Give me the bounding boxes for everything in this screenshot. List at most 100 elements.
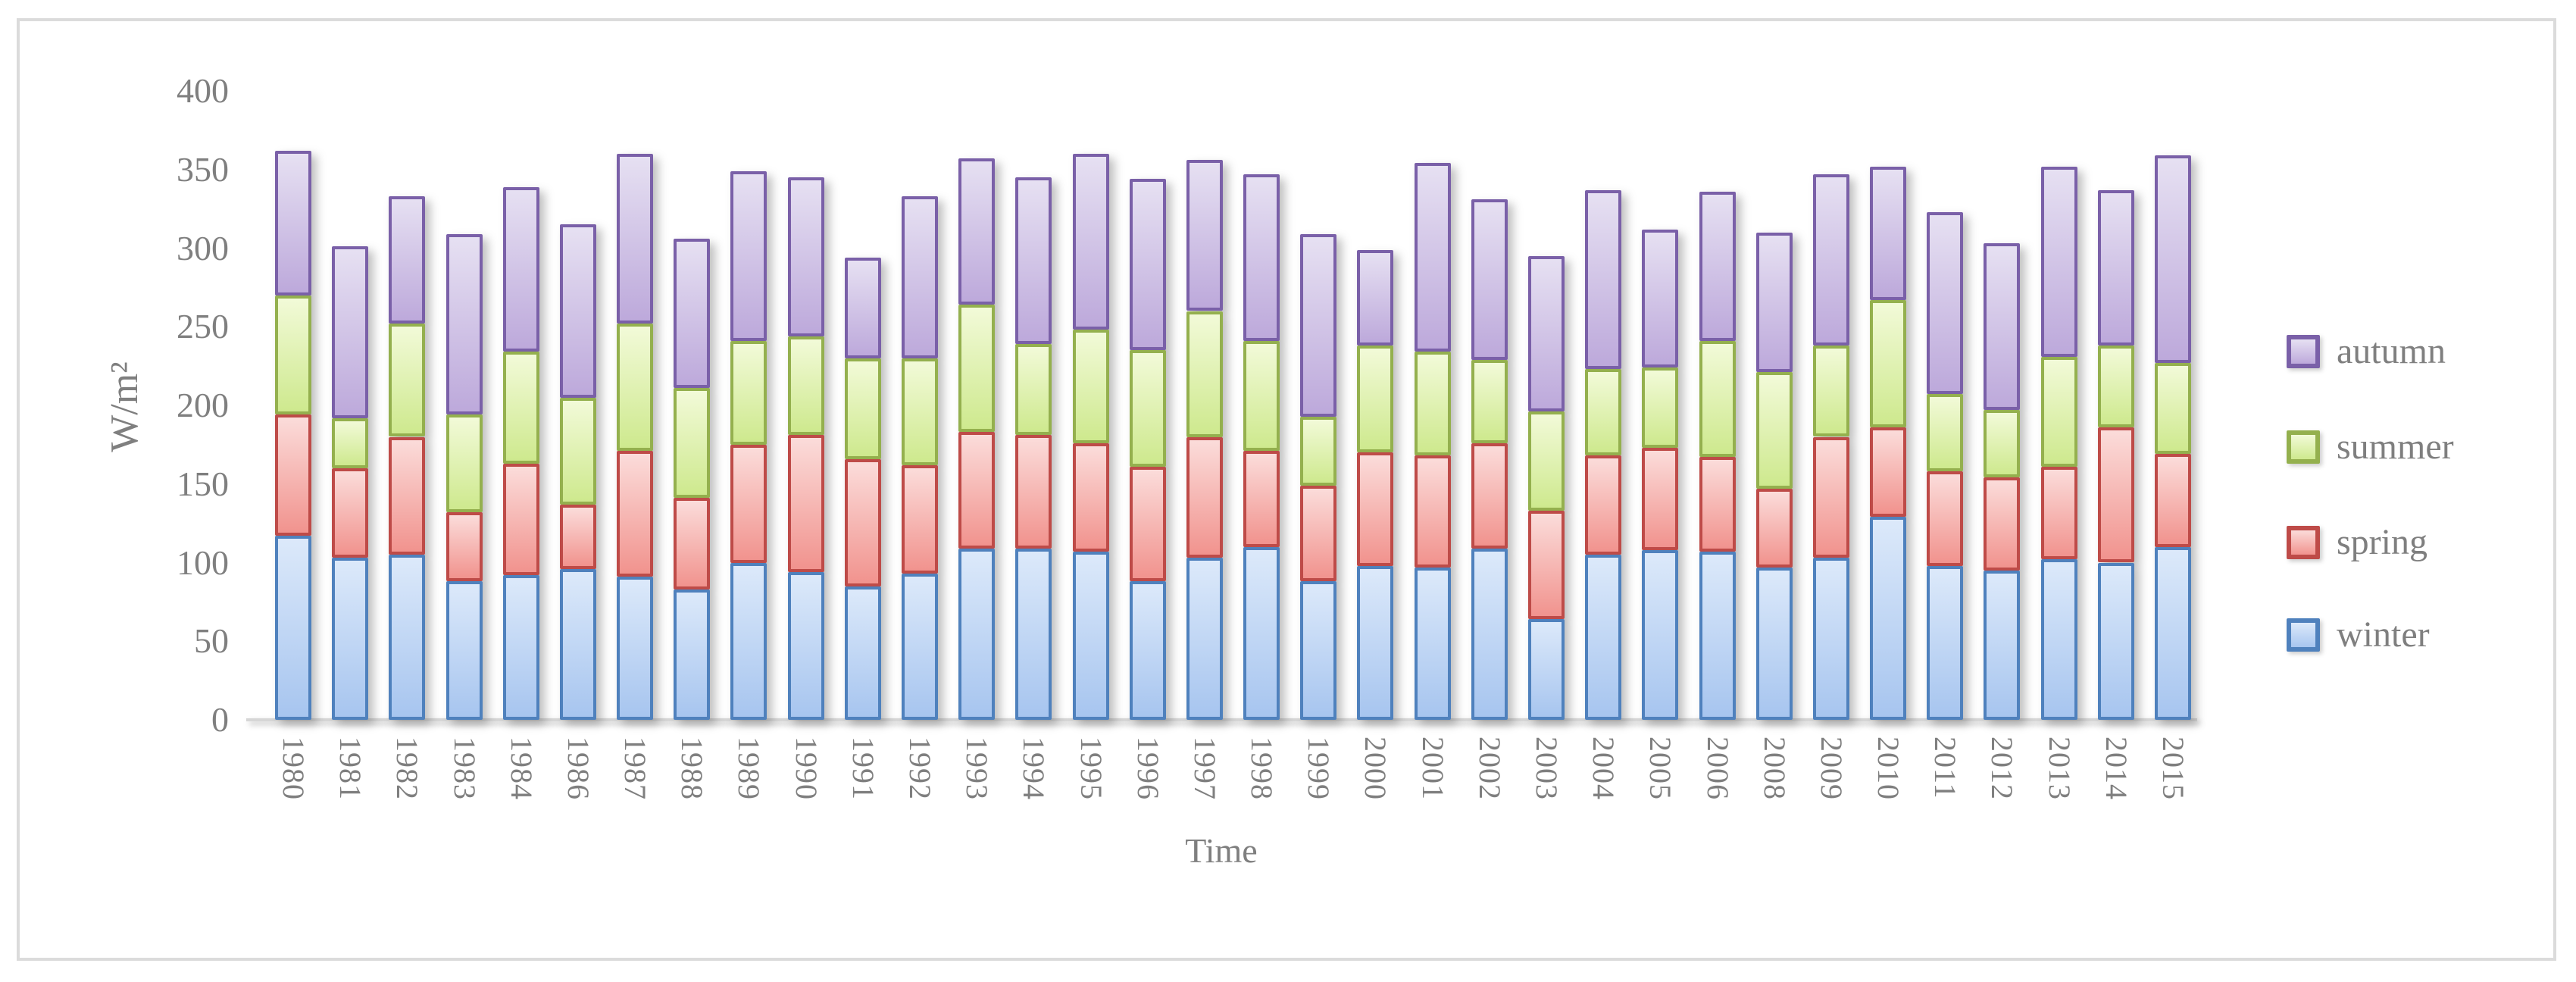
bar-segment-winter (1300, 581, 1337, 720)
x-tick-label: 2009 (1814, 736, 1849, 800)
bar-segment-summer (1129, 350, 1166, 467)
bar-segment-winter (2154, 546, 2191, 720)
bar-segment-spring (332, 468, 369, 558)
x-tick-label: 2011 (1928, 736, 1963, 799)
bar-segment-summer (1300, 416, 1337, 486)
bar-segment-winter (1585, 555, 1622, 720)
bar-segment-spring (674, 498, 711, 590)
bar-segment-spring (1471, 443, 1508, 549)
bar-segment-autumn (275, 150, 311, 296)
bar-segment-summer (1414, 352, 1451, 456)
bar-segment-autumn (674, 239, 711, 389)
bar-segment-summer (1755, 372, 1793, 489)
bar-segment-summer (787, 336, 824, 436)
bar-segment-winter (1072, 551, 1109, 720)
bar-segment-summer (2154, 362, 2191, 455)
bar-segment-winter (559, 568, 596, 720)
bar-segment-autumn (1015, 177, 1052, 345)
bar-segment-winter (1642, 549, 1679, 720)
bar-segment-autumn (2097, 189, 2134, 346)
bar-segment-winter (787, 571, 824, 720)
bar-segment-autumn (2040, 166, 2077, 357)
bar-segment-autumn (1642, 229, 1679, 368)
legend-item-autumn: autumn (2287, 332, 2446, 371)
bar-segment-winter (1527, 619, 1565, 720)
legend-label: spring (2337, 522, 2428, 562)
bar-segment-summer (1015, 344, 1052, 436)
bar-segment-summer (502, 352, 539, 464)
bar-segment-winter (2040, 559, 2077, 720)
x-tick-label: 1995 (1074, 736, 1108, 800)
x-tick-label: 2014 (2099, 736, 2134, 800)
x-tick-label: 1980 (277, 736, 311, 800)
bar-segment-autumn (844, 257, 881, 358)
bar-segment-spring (1414, 455, 1451, 568)
bar-segment-spring (2097, 427, 2134, 563)
x-tick-label: 2003 (1529, 736, 1564, 800)
bar-segment-winter (1357, 565, 1394, 720)
bar-segment-spring (1812, 436, 1849, 558)
x-tick-label: 1996 (1130, 736, 1165, 800)
bar-segment-summer (1186, 311, 1223, 437)
bar-segment-spring (1015, 435, 1052, 549)
bar-segment-spring (787, 435, 824, 572)
x-tick-label: 1986 (561, 736, 596, 800)
x-tick-label: 1989 (732, 736, 767, 800)
x-tick-label: 2001 (1415, 736, 1450, 800)
bar-segment-spring (275, 414, 311, 536)
x-tick-label: 1998 (1245, 736, 1280, 800)
bar-segment-spring (1357, 452, 1394, 566)
bar-segment-spring (1699, 457, 1736, 552)
y-tick-label: 100 (177, 543, 229, 582)
x-tick-label: 2004 (1587, 736, 1621, 800)
bar-segment-winter (1984, 570, 2021, 720)
bar-segment-spring (1642, 448, 1679, 550)
x-tick-label: 2005 (1643, 736, 1678, 800)
bar-segment-spring (730, 444, 767, 563)
bar-segment-summer (1870, 299, 1907, 428)
x-tick-label: 1984 (504, 736, 539, 800)
bar-segment-spring (901, 464, 938, 574)
bar-segment-summer (1357, 346, 1394, 453)
bar-segment-spring (2040, 466, 2077, 560)
x-tick-label: 1997 (1187, 736, 1222, 800)
x-tick-label: 1988 (675, 736, 710, 800)
bar-segment-summer (2097, 346, 2134, 428)
bar-segment-autumn (2154, 155, 2191, 363)
bar-segment-autumn (1527, 255, 1565, 412)
x-tick-label: 1992 (902, 736, 937, 800)
legend-label: autumn (2337, 331, 2446, 371)
bar-segment-autumn (1414, 163, 1451, 352)
bar-segment-summer (1585, 369, 1622, 456)
bar-segment-winter (1870, 517, 1907, 720)
bar-segment-spring (617, 451, 654, 577)
bar-segment-spring (445, 512, 483, 582)
bar-segment-summer (901, 358, 938, 465)
legend-swatch-winter (2287, 618, 2320, 652)
bar-segment-summer (1927, 394, 1964, 472)
x-tick-label: 1991 (846, 736, 880, 800)
bar-segment-winter (617, 577, 654, 720)
y-tick-label: 150 (177, 464, 229, 503)
legend-item-winter: winter (2287, 615, 2430, 655)
bar-segment-summer (1527, 411, 1565, 511)
bar-segment-spring (1300, 485, 1337, 582)
bar-segment-spring (2154, 454, 2191, 547)
bar-segment-autumn (958, 158, 996, 305)
x-axis-line (246, 718, 2197, 721)
x-tick-label: 2015 (2156, 736, 2190, 800)
bar-segment-summer (1699, 340, 1736, 458)
bar-segment-autumn (1471, 199, 1508, 360)
bar-segment-autumn (1755, 232, 1793, 373)
bar-segment-autumn (1585, 189, 1622, 370)
legend-swatch-autumn (2287, 335, 2320, 368)
bar-segment-winter (502, 575, 539, 720)
bar-segment-winter (730, 562, 767, 720)
bar-segment-spring (1927, 471, 1964, 566)
y-tick-label: 400 (177, 71, 229, 110)
y-tick-label: 300 (177, 228, 229, 267)
bar-segment-autumn (1812, 174, 1849, 346)
bar-segment-summer (844, 358, 881, 459)
bar-segment-summer (958, 305, 996, 433)
bar-segment-autumn (1699, 191, 1736, 341)
